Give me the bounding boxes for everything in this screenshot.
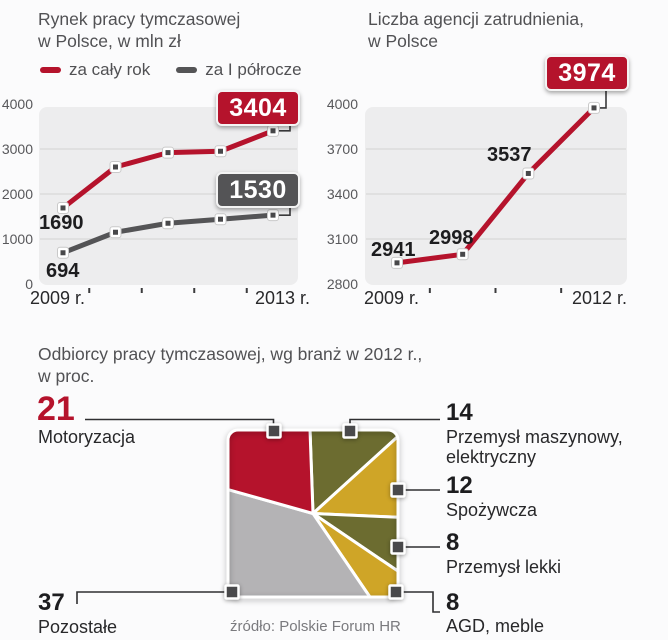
value-label-first-half-year: 694 xyxy=(46,260,80,282)
series-line-0 xyxy=(396,106,596,266)
agencies-chart-title-line2: w Polsce xyxy=(368,31,439,51)
data-point-marker-core xyxy=(270,212,276,218)
callout-label-motoryzacja: Motoryzacja xyxy=(38,427,136,447)
callout-label-spozywcza: Spożywcza xyxy=(446,500,538,520)
pie-anchor-marker xyxy=(390,539,406,555)
callout-value-lekki: 8 xyxy=(446,529,460,556)
callout-value-spozywcza: 12 xyxy=(446,472,473,499)
value-label-2010: 2998 xyxy=(429,227,474,249)
data-point-marker-core xyxy=(218,216,223,222)
callout-value-agd: 8 xyxy=(446,589,460,616)
x-axis-label-start: 2009 r. xyxy=(364,288,420,308)
pie-slices-group xyxy=(228,430,398,597)
pie-anchor-marker xyxy=(266,423,282,439)
pie-anchor-marker xyxy=(388,584,404,600)
data-point-marker-core xyxy=(113,164,118,170)
plot-area xyxy=(365,107,627,285)
connector-pozostale xyxy=(76,591,226,604)
source-note: źródło: Polskie Forum HR xyxy=(230,618,401,635)
connector-maszynowy xyxy=(349,418,440,426)
pie-slice-0 xyxy=(228,430,315,515)
agencies-line-chart xyxy=(365,91,627,293)
pie-anchor-marker xyxy=(224,584,240,600)
connector-motoryzacja xyxy=(85,418,275,426)
y-axis-label: 1000 xyxy=(1,231,33,247)
value-badge-half-year: 1530 xyxy=(216,172,300,208)
data-point-marker-core xyxy=(591,105,597,111)
legend-item-half-year: za I półrocze xyxy=(176,60,302,80)
data-point-marker-core xyxy=(60,250,66,256)
pie-frame xyxy=(226,428,400,599)
y-axis-label: 4000 xyxy=(1,96,33,112)
callout-label-maszynowy-line2: elektryczny xyxy=(446,447,537,467)
agencies-chart-title: Liczba agencji zatrudnienia, w Polsce xyxy=(368,8,584,52)
data-point-marker-core xyxy=(270,128,276,134)
y-axis-label: 2800 xyxy=(326,276,358,292)
x-axis-label-end: 2012 r. xyxy=(571,288,627,308)
legend-swatch-full-year xyxy=(40,67,61,73)
data-point-marker-core xyxy=(218,148,223,154)
data-point-marker-core xyxy=(460,251,466,257)
industries-chart-title-line1: Odbiorcy pracy tymczasowej, wg branż w 2… xyxy=(38,344,423,364)
data-point-marker-core xyxy=(113,229,118,235)
value-label-2011: 3537 xyxy=(487,144,532,166)
market-line-chart xyxy=(39,107,298,293)
data-point-marker-core xyxy=(165,150,171,156)
data-point-marker-core xyxy=(165,220,171,226)
industries-chart-title-line2: w proc. xyxy=(38,366,95,386)
x-axis-label-start: 2009 r. xyxy=(30,288,86,308)
legend-swatch-half-year xyxy=(176,67,198,73)
pie-anchor-marker xyxy=(390,482,406,498)
plot-area xyxy=(39,107,298,285)
y-axis-label: 3700 xyxy=(326,141,358,157)
industries-chart-title: Odbiorcy pracy tymczasowej, wg branż w 2… xyxy=(38,343,422,387)
value-label-first-full-year: 1690 xyxy=(39,212,84,234)
value-badge-full-year: 3404 xyxy=(216,90,300,126)
data-point-marker-core xyxy=(60,205,66,211)
callout-label-agd: AGD, meble xyxy=(446,616,545,636)
y-axis-label: 0 xyxy=(25,276,33,292)
market-chart-title: Rynek pracy tymczasowej w Polsce, w mln … xyxy=(38,8,240,52)
callout-label-pozostale: Pozostałe xyxy=(38,617,118,637)
y-axis-label: 3000 xyxy=(1,141,33,157)
agencies-chart-title-line1: Liczba agencji zatrudnienia, xyxy=(368,9,584,29)
legend-item-full-year: za cały rok xyxy=(40,60,150,80)
y-axis-label: 2000 xyxy=(1,186,33,202)
market-chart-title-line1: Rynek pracy tymczasowej xyxy=(38,9,241,29)
value-badge-2012: 3974 xyxy=(545,55,629,91)
market-chart-legend: za cały rok za I półrocze xyxy=(40,60,302,80)
y-axis-label: 3400 xyxy=(326,186,358,202)
connector-agd xyxy=(402,591,440,613)
data-point-marker-core xyxy=(525,170,531,176)
y-axis-label: 4000 xyxy=(326,96,358,112)
legend-label-full-year: za cały rok xyxy=(69,60,151,79)
x-axis-label-end: 2013 r. xyxy=(254,288,310,308)
callout-value-motoryzacja: 21 xyxy=(37,390,75,428)
legend-label-half-year: za I półrocze xyxy=(205,60,302,79)
callout-value-pozostale: 37 xyxy=(38,589,65,616)
industries-pie-chart xyxy=(76,418,440,613)
callout-label-maszynowy-line1: Przemysł maszynowy, xyxy=(446,427,623,447)
market-chart-title-line2: w Polsce, w mln zł xyxy=(38,31,181,51)
callout-label-lekki: Przemysł lekki xyxy=(446,557,562,577)
value-label-2009: 2941 xyxy=(371,239,416,261)
data-point-marker-core xyxy=(394,260,400,266)
y-axis-label: 3100 xyxy=(326,231,358,247)
pie-anchor-marker xyxy=(342,423,358,439)
callout-value-maszynowy: 14 xyxy=(446,399,473,426)
